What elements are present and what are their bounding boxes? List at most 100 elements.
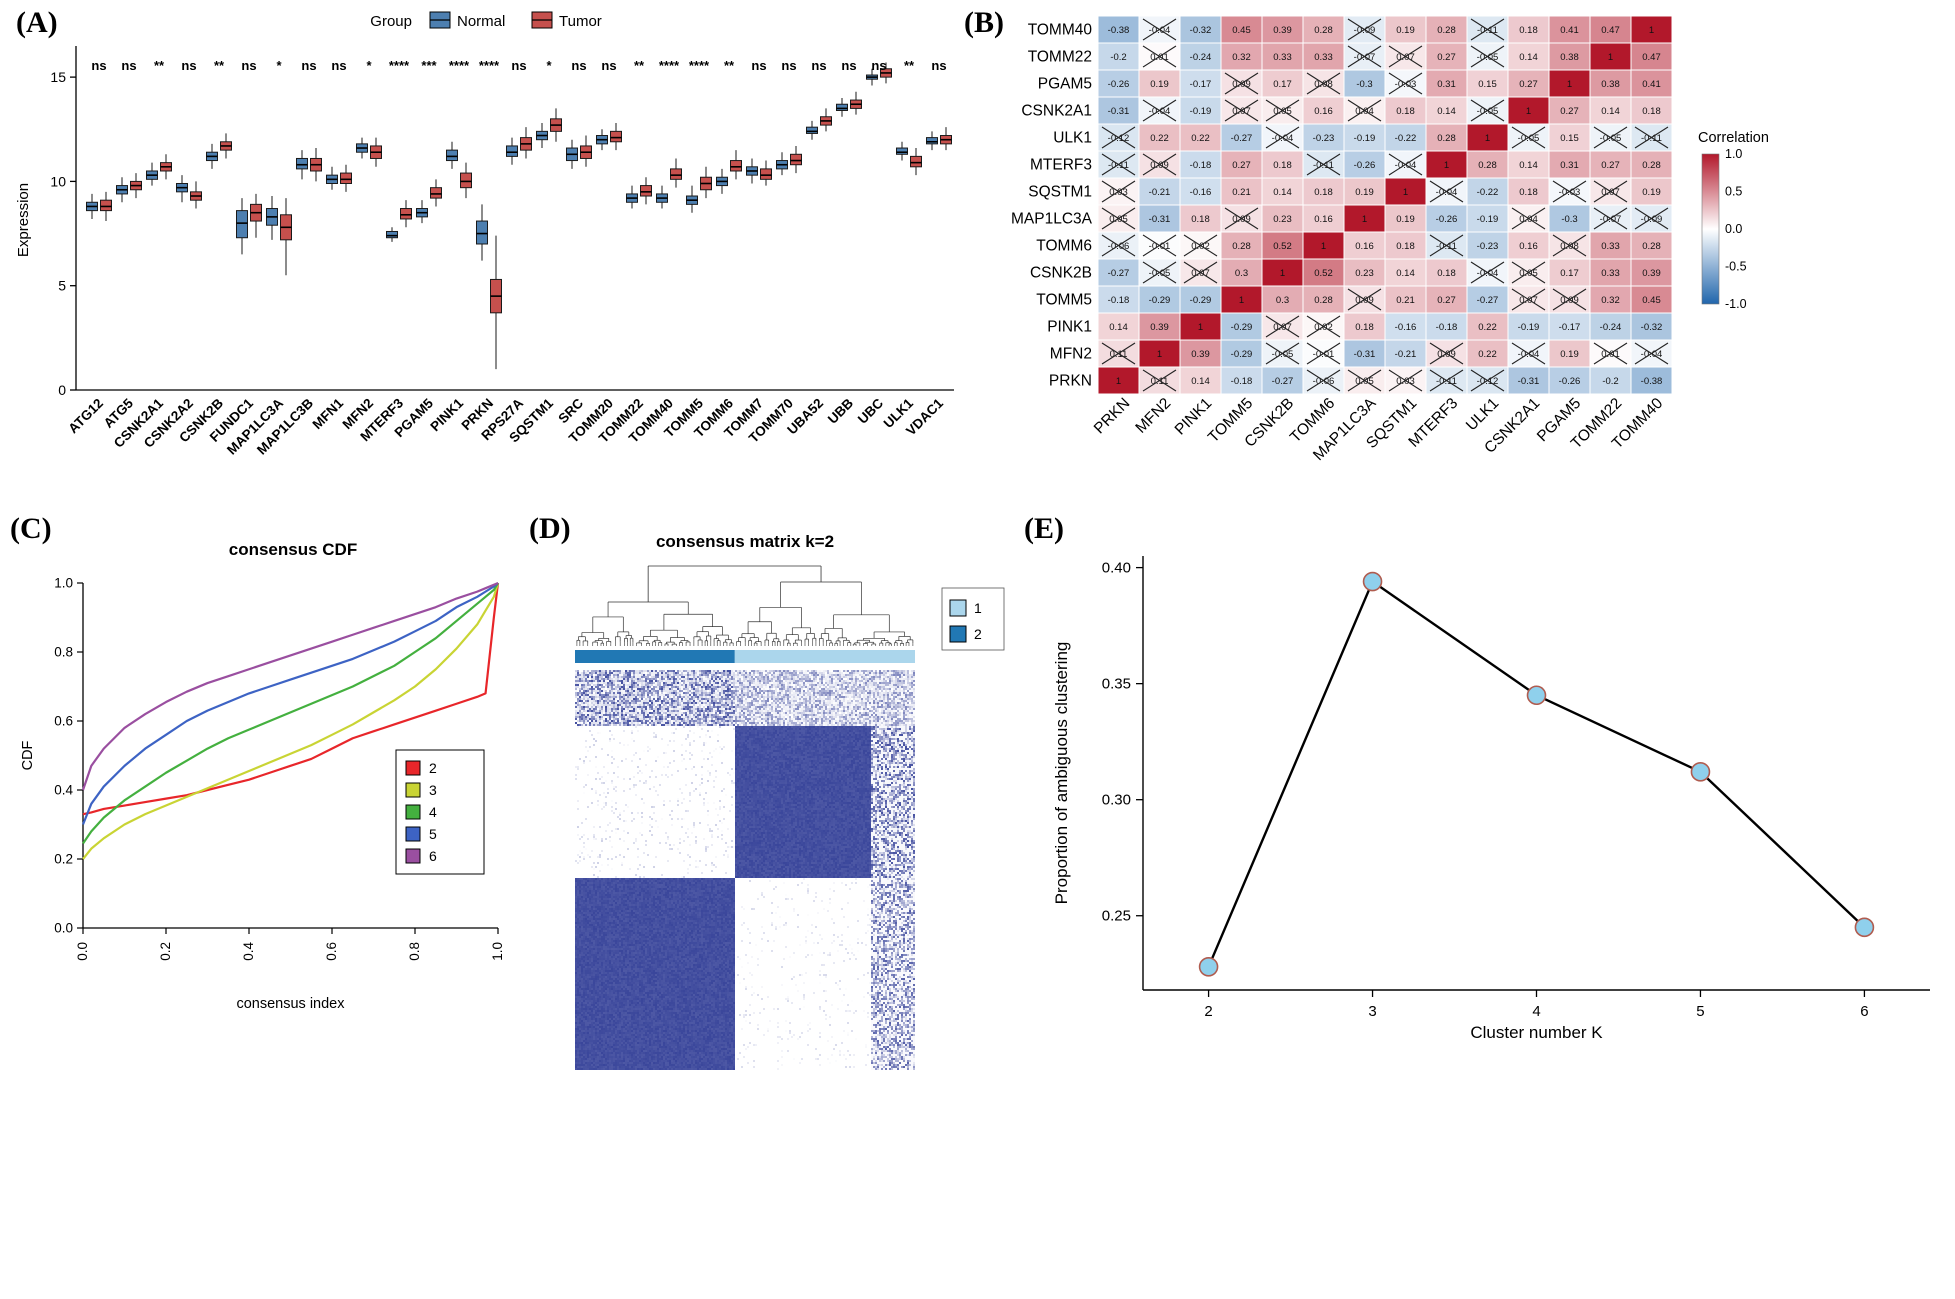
cross-mark [1265,315,1300,338]
cross-mark [1347,45,1382,68]
corr-value: -0.05 [1477,52,1499,63]
corr-value: 0.27 [1601,160,1620,171]
corr-value: 0.16 [1519,241,1538,252]
corr-value: 0.07 [1191,268,1210,279]
corr-value: 0.28 [1232,241,1251,252]
corr-value: 0.22 [1478,349,1497,360]
corr-value: -0.19 [1477,214,1499,225]
corr-cell [1302,42,1345,71]
box [910,155,922,168]
x-tick-label: 2 [1204,1003,1212,1020]
corr-value: 0.05 [1273,106,1292,117]
corr-value: -0.32 [1641,322,1663,333]
significance-label: **** [449,58,470,73]
significance-label: ns [241,58,256,73]
corr-value: 0.31 [1437,79,1456,90]
corr-value: 0.39 [1273,25,1292,36]
cross-mark [1347,18,1382,41]
legend-swatch [405,826,421,842]
corr-value: 0.18 [1396,241,1415,252]
cross-mark [1511,207,1546,230]
pac-line [1207,579,1866,968]
cross-mark [1101,180,1136,203]
row-label: TOMM6 [1036,238,1092,255]
corr-value: 0.39 [1191,349,1210,360]
corr-value: -0.3 [1561,214,1577,225]
cross-mark [1552,234,1587,257]
corr-value: 0.14 [1109,322,1128,333]
x-tick-label: 0.8 [407,942,422,961]
corr-value: 0.07 [1232,106,1251,117]
corr-value: 0.02 [1191,241,1210,252]
corr-value: 0.14 [1273,187,1292,198]
box [236,210,248,239]
corr-value: -0.26 [1108,79,1130,90]
corr-value: 0.02 [1314,322,1333,333]
cross-mark [1265,126,1300,149]
corr-value: 1 [1485,133,1490,144]
corr-cell [1302,177,1345,206]
corr-value: -0.27 [1108,268,1130,279]
cross-mark [1142,234,1177,257]
corr-value: -0.26 [1436,214,1458,225]
corr-value: 0.03 [1396,376,1415,387]
corr-value: 0.14 [1191,376,1210,387]
corr-cell [1630,312,1673,341]
cross-mark [1101,153,1136,176]
row-label: TOMM22 [1028,49,1092,66]
x-tick-label: 0.2 [158,942,173,961]
corr-value: 0.41 [1560,25,1579,36]
corr-cell [1630,15,1673,44]
corr-value: 0.21 [1232,187,1251,198]
corr-value: 1 [1567,79,1572,90]
corr-value: -0.26 [1559,376,1581,387]
box [386,230,398,239]
panel-d-title: consensus matrix k=2 [655,532,835,551]
corr-cell [1302,96,1345,125]
corr-value: -0.19 [1518,322,1540,333]
y-tick-label: 0.8 [54,645,73,660]
corr-value: 0.09 [1232,79,1251,90]
significance-label: **** [659,58,680,73]
corr-value: 1 [1444,160,1449,171]
corr-value: 0.03 [1109,187,1128,198]
cross-mark [1183,234,1218,257]
corr-value: 0.16 [1314,106,1333,117]
corr-cell [1630,177,1673,206]
corr-cell [1138,285,1181,314]
corr-value: 0.09 [1355,295,1374,306]
corr-value: 0.14 [1396,268,1415,279]
cross-mark [1306,342,1341,365]
corr-cell [1302,123,1345,152]
panel-d-svg: 12 [575,565,1005,663]
corr-value: 0.32 [1601,295,1620,306]
significance-label: ns [751,58,766,73]
corr-value: 0.18 [1437,268,1456,279]
cross-mark [1429,369,1464,392]
cross-mark [1470,99,1505,122]
corr-value: -0.05 [1149,268,1171,279]
box [730,160,742,172]
y-axis-title: Proportion of ambiguous clustering [1052,642,1071,905]
corr-value: -0.04 [1518,349,1540,360]
corr-cell [1261,150,1304,179]
corr-value: -0.04 [1149,106,1171,117]
corr-cell [1261,42,1304,71]
legend-label: 2 [974,626,982,642]
corr-cell [1097,285,1140,314]
box [640,185,652,197]
cross-mark [1552,180,1587,203]
corr-cell [1097,15,1140,44]
corr-cell [1589,69,1632,98]
corr-cell [1138,204,1181,233]
corr-value: 1 [1403,187,1408,198]
row-label: CSNK2B [1030,265,1092,282]
y-tick-label: 0.4 [54,783,73,798]
corr-value: -0.04 [1641,349,1663,360]
corr-value: 1 [1321,241,1326,252]
corr-cell [1179,285,1222,314]
cross-mark [1470,261,1505,284]
corr-value: -0.38 [1108,25,1130,36]
y-tick-label: 0.40 [1102,560,1131,577]
corr-cell [1589,366,1632,395]
